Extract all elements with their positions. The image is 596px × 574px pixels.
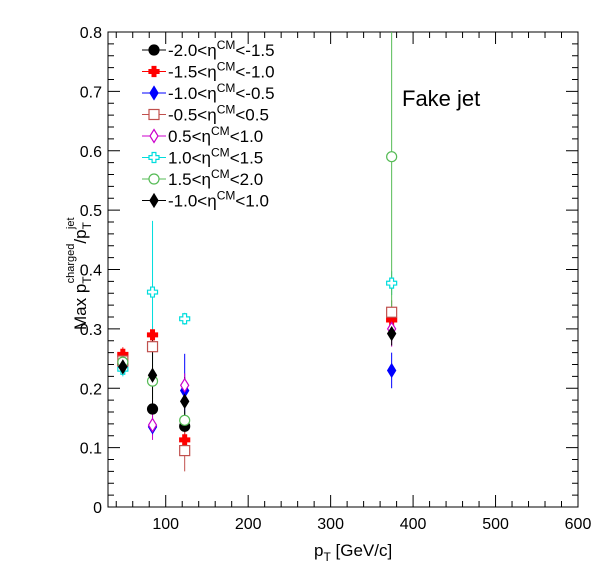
y-tick-label: 0 [93, 500, 102, 517]
x-tick-label: 300 [317, 516, 344, 533]
data-point [386, 362, 397, 379]
y-tick-label: 0.1 [80, 441, 102, 458]
data-point [179, 444, 191, 457]
legend-marker [148, 44, 160, 56]
data-point [386, 306, 398, 318]
data-point [146, 341, 159, 353]
x-tick-label: 400 [400, 516, 427, 533]
data-markers [117, 151, 398, 457]
data-point [386, 325, 397, 342]
legend-entry-label: -1.5<ηCM<-1.0 [168, 60, 275, 82]
data-point [179, 393, 190, 409]
data-point [179, 434, 191, 446]
data-point [146, 286, 159, 298]
legend: -2.0<ηCM<-1.5-1.5<ηCM<-1.0-1.0<ηCM<-0.5-… [142, 38, 275, 211]
data-point [147, 417, 158, 433]
data-point [147, 367, 158, 383]
legend-marker [149, 192, 159, 209]
data-point [146, 329, 159, 341]
legend-entry-label: -1.0<ηCM<-0.5 [168, 81, 275, 103]
legend-marker [149, 85, 159, 101]
legend-entry-label: -1.0<ηCM<1.0 [168, 189, 269, 211]
plot-frame [107, 31, 579, 508]
data-point [146, 403, 159, 415]
legend-marker [148, 151, 160, 164]
x-tick-label: 200 [235, 516, 262, 533]
legend-entry-label: 0.5<ηCM<1.0 [168, 124, 263, 146]
y-tick-label: 0.2 [80, 381, 102, 398]
y-axis-title: Max pTcharged/pTjet [65, 217, 94, 330]
data-point [179, 377, 190, 393]
legend-entry-label: 1.0<ηCM<1.5 [168, 146, 263, 168]
legend-entry-label: -2.0<ηCM<-1.5 [168, 38, 275, 60]
legend-entry-label: -0.5<ηCM<0.5 [168, 103, 269, 125]
y-tick-label: 0.7 [80, 84, 102, 101]
data-point [179, 414, 191, 426]
axis-ticks [108, 31, 579, 508]
legend-marker [148, 108, 160, 121]
tick-labels: 100 200 300 400 500 600 0 0.1 0.2 0.3 0.4 0.5 0.6 0.7… [80, 25, 592, 533]
y-tick-label: 0.3 [80, 322, 102, 339]
y-tick-label: 0.8 [80, 25, 102, 42]
legend-marker [149, 128, 159, 144]
x-axis-title: pT [GeV/c] [314, 541, 392, 564]
legend-entry-label: 1.5<ηCM<2.0 [168, 167, 263, 189]
annotation-label: Fake jet [402, 86, 480, 111]
data-point [118, 359, 128, 375]
y-tick-label: 0.5 [80, 203, 102, 220]
legend-marker [148, 173, 160, 185]
y-tick-label: 0.6 [80, 144, 102, 161]
x-tick-label: 100 [152, 516, 179, 533]
data-point [386, 277, 398, 289]
x-tick-label: 600 [565, 516, 592, 533]
data-point [179, 313, 191, 325]
legend-marker [148, 65, 160, 78]
x-tick-label: 500 [482, 516, 509, 533]
data-point [386, 151, 398, 163]
y-tick-label: 0.4 [80, 263, 102, 280]
